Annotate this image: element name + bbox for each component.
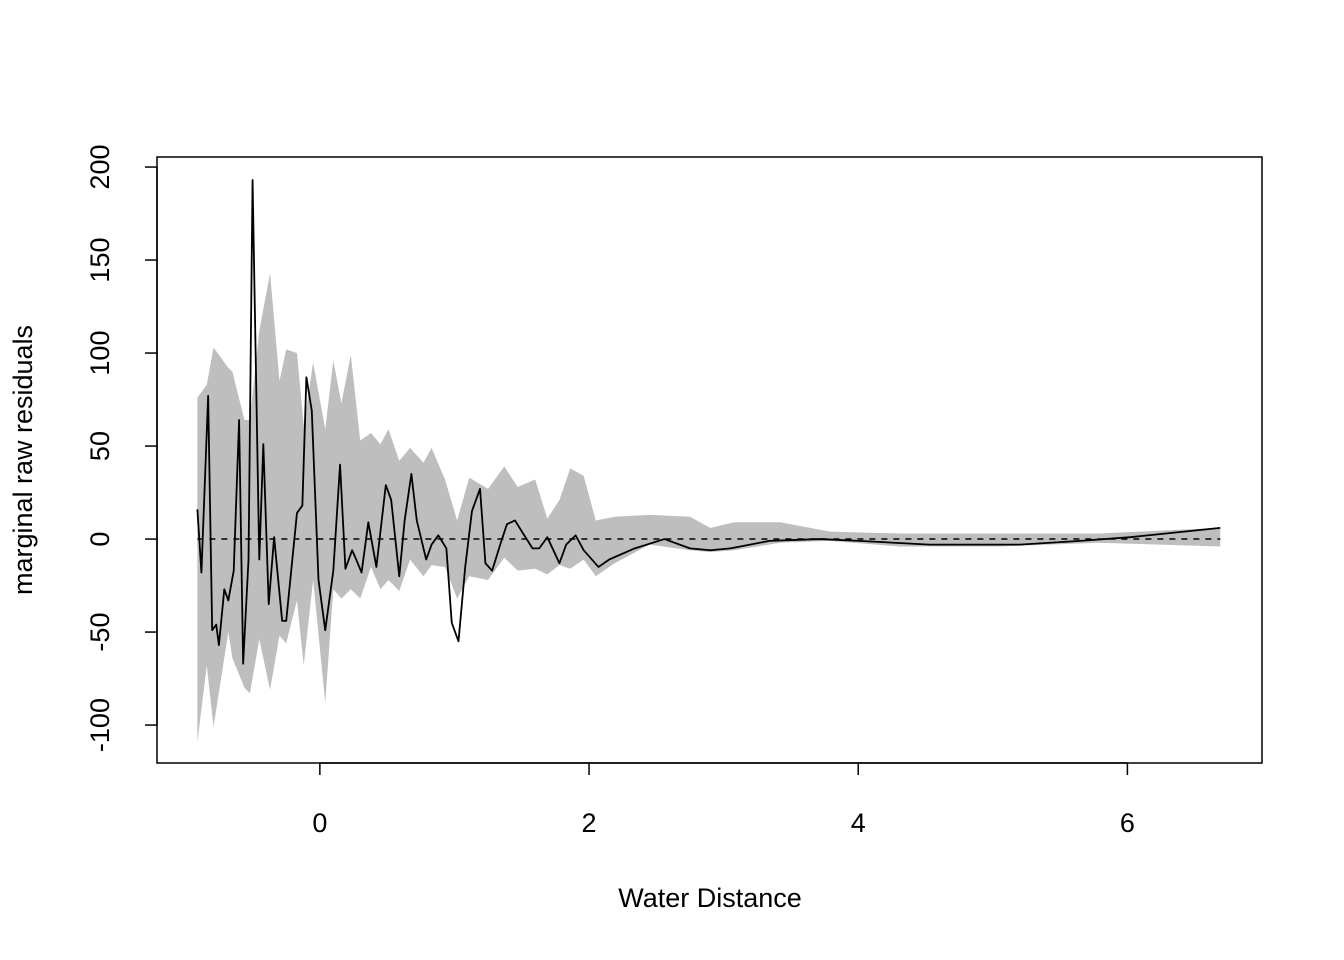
x-tick-label: 6	[1120, 808, 1135, 838]
y-tick-label: 50	[85, 431, 115, 461]
y-axis-label: marginal raw residuals	[8, 325, 38, 595]
x-tick-label: 4	[851, 808, 866, 838]
plot-area	[196, 179, 1221, 742]
y-tick-label: -50	[85, 613, 115, 652]
y-tick-label: -100	[85, 698, 115, 752]
x-tick-label: 0	[312, 808, 327, 838]
x-tick-label: 2	[582, 808, 597, 838]
y-tick-label: 200	[85, 145, 115, 190]
confidence-band	[197, 273, 1221, 742]
y-tick-label: 100	[85, 331, 115, 376]
y-tick-label: 150	[85, 238, 115, 283]
x-axis-label: Water Distance	[618, 883, 802, 913]
y-tick-label: 0	[85, 532, 115, 547]
residual-line	[196, 179, 1221, 665]
